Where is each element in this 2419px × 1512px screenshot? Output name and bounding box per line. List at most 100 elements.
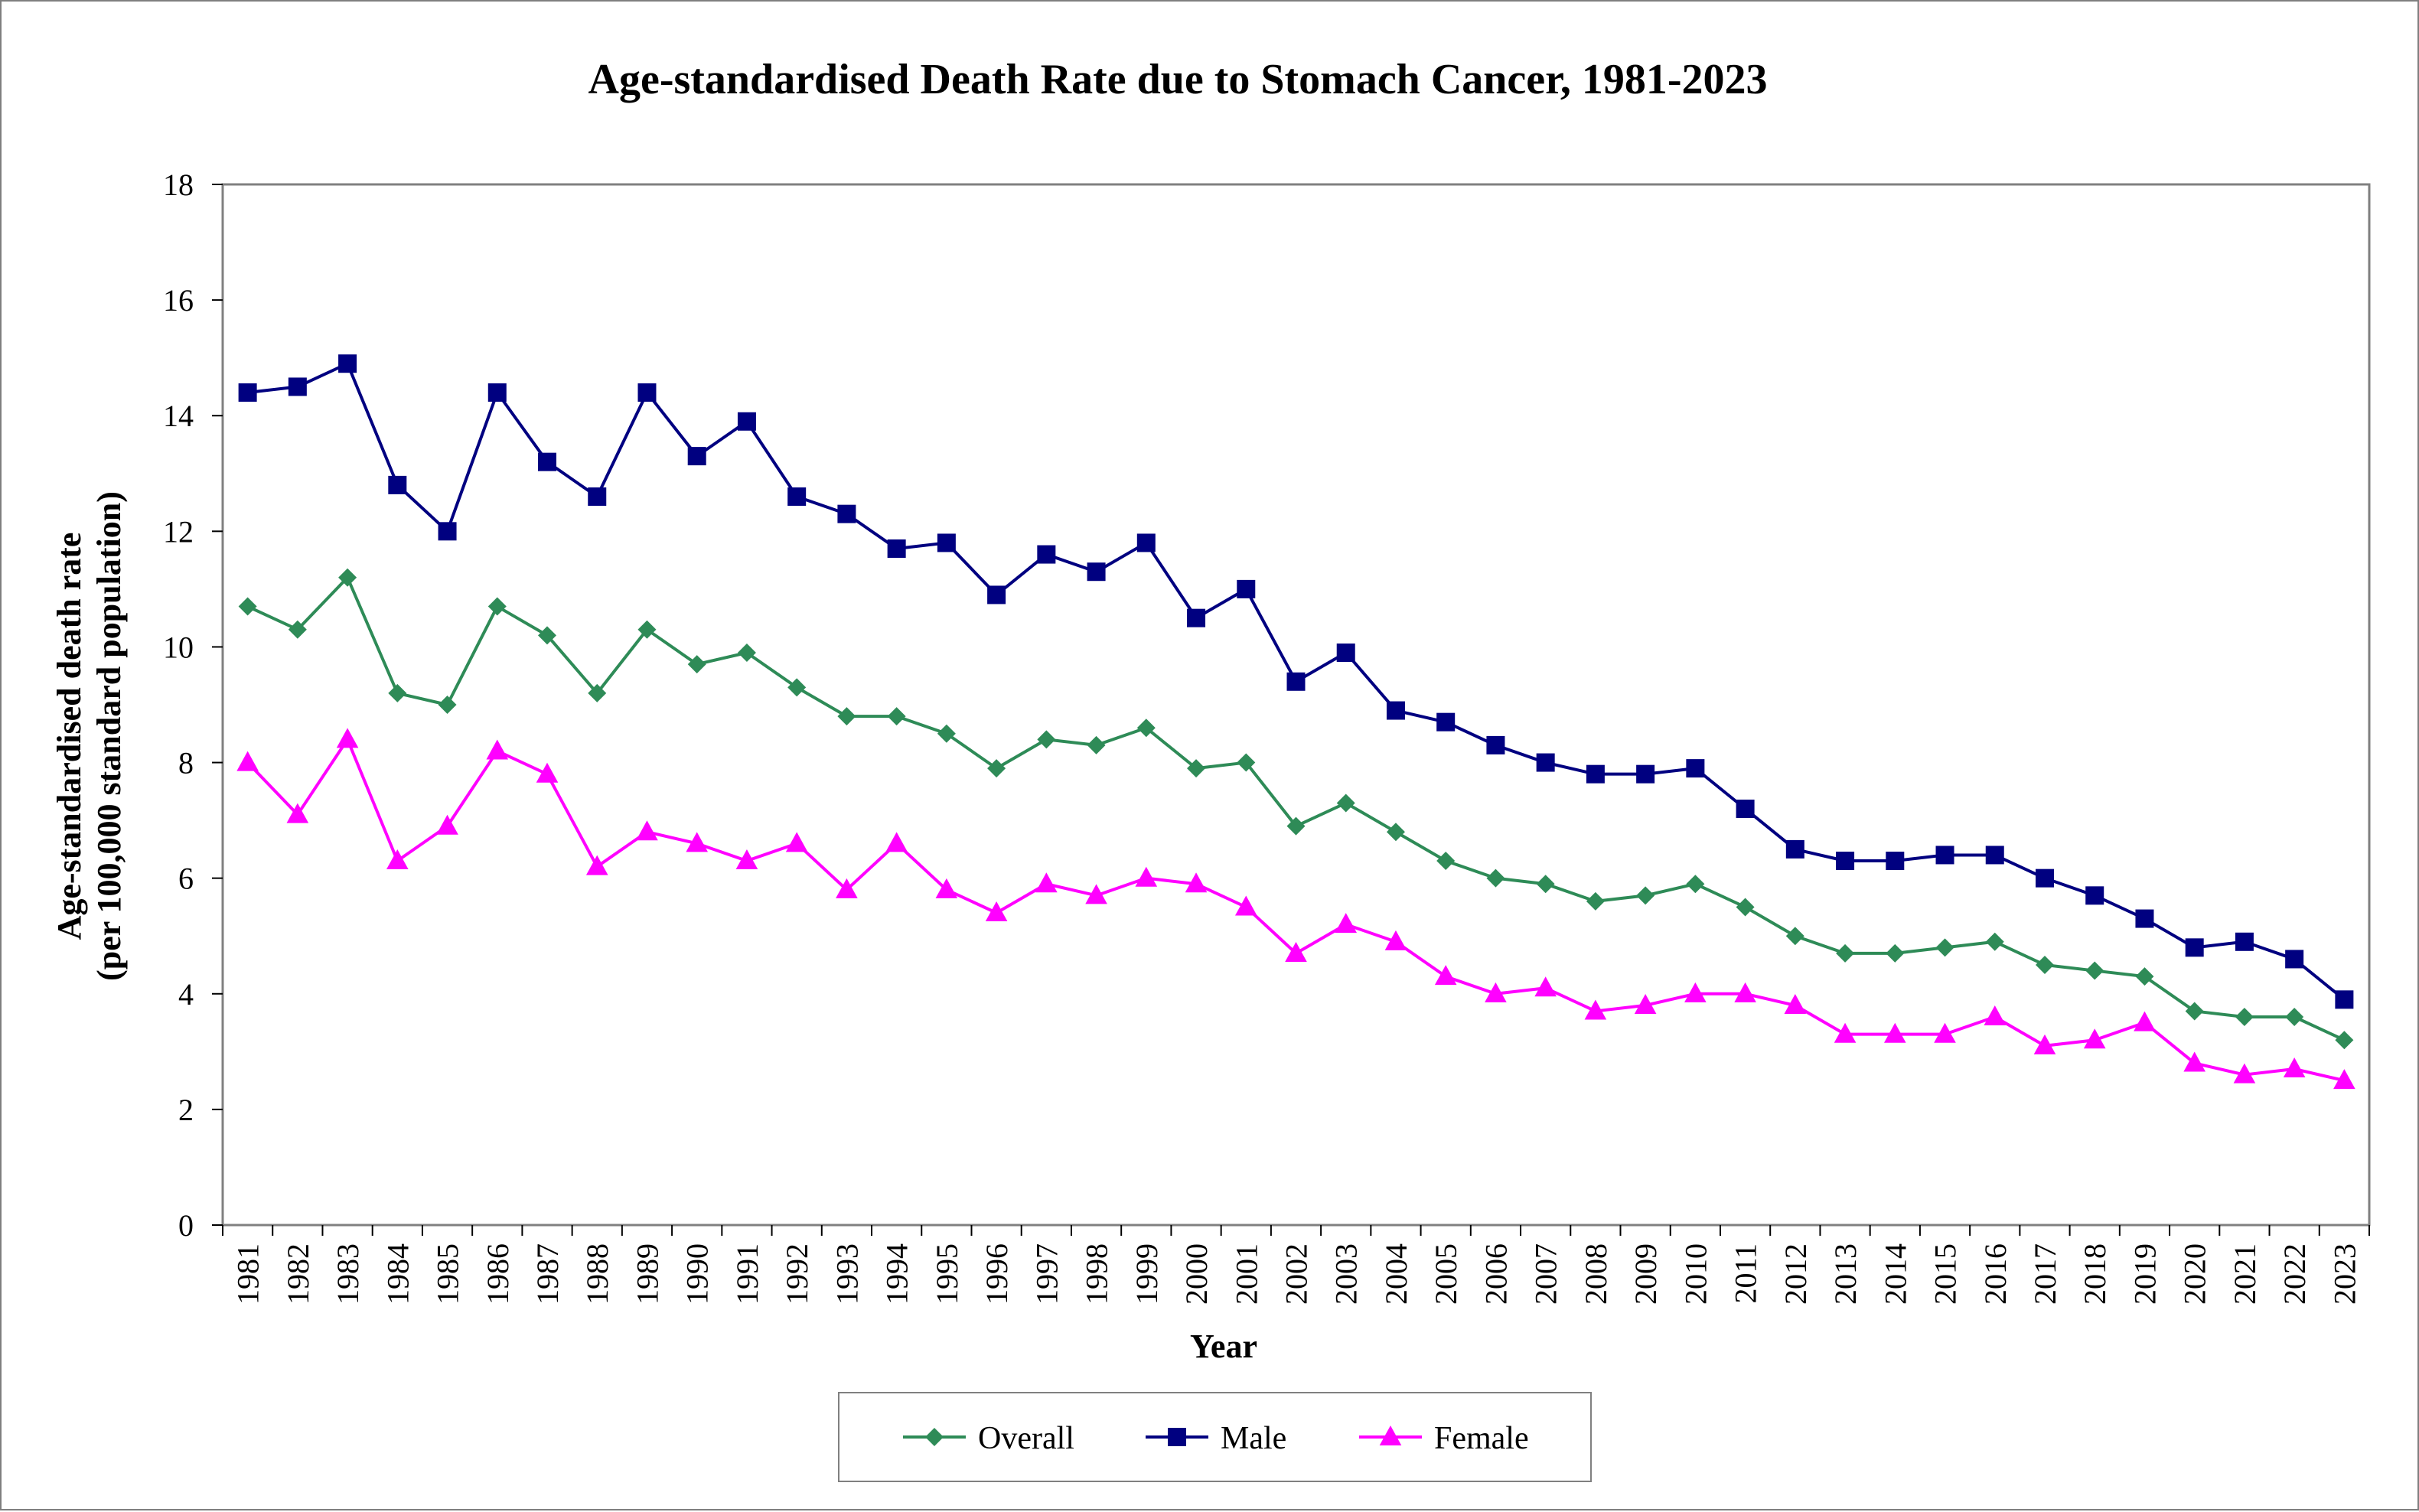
data-point-female [286, 803, 309, 823]
x-tick-label: 2021 [2228, 1243, 2262, 1305]
x-tick-label: 1996 [980, 1243, 1014, 1305]
data-point-male [2335, 990, 2354, 1009]
x-axis-title: Year [1190, 1328, 1257, 1365]
data-point-female [386, 849, 409, 870]
x-tick-label: 2002 [1280, 1243, 1314, 1305]
data-point-male [687, 447, 706, 466]
legend-item-female: Female [1359, 1421, 1529, 1456]
data-point-female [536, 762, 559, 783]
data-point-overall [1886, 943, 1905, 963]
data-point-male [1037, 545, 1056, 564]
data-point-male [1586, 764, 1605, 784]
y-tick-label: 2 [178, 1093, 194, 1127]
x-tick-label: 2016 [1978, 1243, 2013, 1305]
series-female [236, 728, 2355, 1090]
data-point-overall [588, 683, 607, 702]
x-tick-label: 2008 [1579, 1243, 1613, 1305]
data-point-overall [2285, 1008, 2304, 1026]
x-axis: 1981 1982 1983 1984 1985 1986 1987 1988 1989 1990… [222, 1225, 2370, 1305]
data-point-overall [937, 724, 956, 743]
legend-marker-male [1168, 1428, 1186, 1446]
data-point-overall [1486, 868, 1505, 888]
series-overall [238, 568, 2354, 1050]
data-point-overall [787, 678, 807, 697]
data-point-female [2333, 1069, 2355, 1090]
y-tick-label: 16 [163, 283, 194, 318]
data-point-female [1085, 884, 1107, 904]
data-point-male [737, 412, 756, 431]
data-point-male [987, 585, 1006, 604]
legend: Overall Male Female [838, 1392, 1592, 1482]
data-point-female [1934, 1022, 1956, 1043]
data-point-female [336, 728, 359, 748]
data-point-overall [1586, 891, 1605, 911]
data-point-male [1886, 852, 1905, 870]
data-point-female [836, 878, 858, 898]
data-point-overall [1237, 753, 1256, 772]
data-point-overall [1386, 823, 1405, 842]
x-tick-label: 1993 [830, 1243, 864, 1305]
data-point-overall [1636, 886, 1655, 905]
data-point-overall [737, 644, 756, 662]
x-tick-label: 2003 [1329, 1243, 1364, 1305]
data-point-overall [1686, 875, 1705, 894]
x-tick-label: 1982 [281, 1243, 315, 1305]
data-point-female [1485, 982, 1507, 1002]
data-point-overall [538, 626, 557, 645]
x-tick-label: 2009 [1628, 1243, 1663, 1305]
legend-label-male: Male [1221, 1421, 1286, 1456]
data-point-female [1883, 1022, 1906, 1043]
x-tick-label: 1990 [680, 1243, 715, 1305]
data-point-female [686, 832, 709, 852]
data-point-female [1234, 895, 1257, 916]
x-tick-label: 1997 [1029, 1243, 1064, 1305]
data-point-male [487, 383, 507, 402]
x-tick-label: 2019 [2127, 1243, 2162, 1305]
x-tick-label: 2005 [1429, 1243, 1463, 1305]
y-axis-title-line1: Age-standardised death rate [51, 533, 88, 940]
data-point-overall [487, 597, 507, 616]
x-tick-label: 1994 [880, 1243, 914, 1305]
data-point-overall [637, 620, 657, 639]
x-tick-label: 1981 [231, 1243, 266, 1305]
series-layer [236, 354, 2355, 1090]
data-point-overall [1136, 719, 1156, 738]
data-point-female [2283, 1057, 2306, 1078]
data-point-overall [1336, 793, 1355, 813]
data-point-female [1634, 993, 1657, 1014]
x-tick-label: 1998 [1080, 1243, 1114, 1305]
x-tick-label: 1985 [431, 1243, 465, 1305]
data-point-male [637, 383, 657, 402]
x-tick-label: 2007 [1529, 1243, 1563, 1305]
x-tick-label: 1989 [630, 1243, 664, 1305]
data-point-female [1035, 872, 1058, 893]
data-point-female [735, 849, 758, 870]
data-point-male [887, 539, 906, 558]
x-tick-label: 2022 [2277, 1243, 2312, 1305]
data-point-overall [2335, 1031, 2354, 1050]
data-point-male [1386, 701, 1405, 720]
y-tick-label: 18 [163, 168, 194, 202]
data-point-female [2134, 1011, 2156, 1031]
x-tick-label: 1999 [1130, 1243, 1164, 1305]
y-tick-label: 4 [178, 977, 194, 1012]
data-point-overall [438, 696, 457, 714]
x-tick-label: 2001 [1229, 1243, 1263, 1305]
x-tick-label: 2004 [1379, 1243, 1413, 1305]
data-point-overall [2135, 967, 2154, 986]
y-tick-label: 14 [163, 399, 194, 433]
data-point-male [338, 354, 357, 373]
x-tick-label: 1991 [730, 1243, 764, 1305]
y-tick-label: 10 [163, 630, 194, 664]
data-point-male [2035, 868, 2054, 888]
legend-label-overall: Overall [978, 1421, 1074, 1456]
data-point-overall [1985, 932, 2004, 951]
data-point-male [1836, 852, 1855, 870]
data-point-male [1087, 562, 1106, 582]
data-point-female [885, 832, 908, 852]
x-tick-label: 2011 [1729, 1243, 1763, 1304]
data-point-male [1136, 533, 1156, 552]
data-point-female [1584, 999, 1607, 1020]
y-tick-label: 6 [178, 862, 194, 896]
